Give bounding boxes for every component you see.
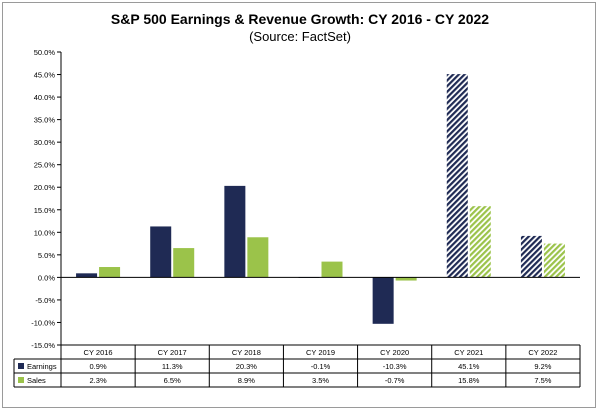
y-tick-label: -5.0% bbox=[35, 296, 55, 305]
earnings-value-label: 45.1% bbox=[458, 362, 480, 371]
earnings-legend-key bbox=[18, 363, 24, 369]
bars bbox=[61, 74, 580, 324]
y-tick-label: 45.0% bbox=[34, 71, 56, 80]
sales-value-label: 3.5% bbox=[312, 376, 329, 385]
earnings-value-label: -0.1% bbox=[311, 362, 331, 371]
earnings-bar-cy-2020 bbox=[372, 277, 394, 324]
y-axis: -15.0% -10.0% -5.0% 0.0% 5.0% 10.0% 15.0% 20.0%… bbox=[31, 48, 62, 350]
y-tick-label: 50.0% bbox=[34, 48, 56, 57]
sales-bar-cy-2022 bbox=[543, 243, 565, 278]
earnings-legend-label: Earnings bbox=[27, 362, 57, 371]
earnings-bar-cy-2017 bbox=[150, 226, 172, 278]
y-tick-label: 40.0% bbox=[34, 93, 56, 102]
sales-value-label: 6.5% bbox=[164, 376, 181, 385]
y-tick-label: 25.0% bbox=[34, 161, 56, 170]
category-label: CY 2018 bbox=[232, 348, 261, 357]
category-label: CY 2022 bbox=[528, 348, 557, 357]
earnings-bar-cy-2022 bbox=[520, 235, 542, 278]
sales-value-label: 15.8% bbox=[458, 376, 480, 385]
y-tick-label: 20.0% bbox=[34, 183, 56, 192]
earnings-value-label: 0.9% bbox=[90, 362, 107, 371]
earnings-value-label: 11.3% bbox=[162, 362, 183, 371]
earnings-value-label: 9.2% bbox=[534, 362, 551, 371]
y-tick-label: 30.0% bbox=[34, 138, 56, 147]
category-label: CY 2021 bbox=[454, 348, 483, 357]
y-tick-label: 10.0% bbox=[34, 228, 56, 237]
y-tick-label: 15.0% bbox=[34, 206, 56, 215]
y-tick-label: 35.0% bbox=[34, 116, 56, 125]
sales-value-label: 2.3% bbox=[90, 376, 107, 385]
data-table: CY 2016 CY 2017 CY 2018 CY 2019 CY 2020 CY 20… bbox=[13, 344, 581, 388]
sales-bar-cy-2016 bbox=[99, 267, 121, 278]
y-tick-label: 5.0% bbox=[38, 251, 55, 260]
sales-bar-cy-2018 bbox=[247, 237, 269, 278]
category-label: CY 2020 bbox=[380, 348, 409, 357]
sales-value-label: -0.7% bbox=[385, 376, 405, 385]
y-tick-label: -15.0% bbox=[31, 341, 55, 350]
sales-bar-cy-2020 bbox=[395, 277, 417, 281]
category-label: CY 2017 bbox=[158, 348, 187, 357]
sales-legend-key bbox=[18, 377, 24, 383]
sales-legend-label: Sales bbox=[27, 376, 46, 385]
sales-bar-cy-2017 bbox=[173, 248, 195, 278]
y-tick-label: 0.0% bbox=[38, 273, 55, 282]
earnings-bar-cy-2018 bbox=[224, 185, 246, 278]
chart-subtitle: (Source: FactSet) bbox=[249, 29, 351, 44]
earnings-value-label: -10.3% bbox=[383, 362, 407, 371]
y-tick-label: -10.0% bbox=[31, 318, 55, 327]
earnings-bar-cy-2016 bbox=[76, 273, 98, 278]
earnings-value-label: 20.3% bbox=[236, 362, 258, 371]
sales-value-label: 7.5% bbox=[534, 376, 551, 385]
chart-frame bbox=[2, 2, 596, 408]
sales-value-label: 8.9% bbox=[238, 376, 255, 385]
category-label: CY 2016 bbox=[84, 348, 113, 357]
sales-bar-cy-2021 bbox=[469, 206, 491, 278]
earnings-bar-cy-2021 bbox=[446, 74, 468, 278]
category-label: CY 2019 bbox=[306, 348, 335, 357]
chart-title: S&P 500 Earnings & Revenue Growth: CY 20… bbox=[110, 11, 490, 27]
sales-bar-cy-2019 bbox=[321, 261, 343, 278]
